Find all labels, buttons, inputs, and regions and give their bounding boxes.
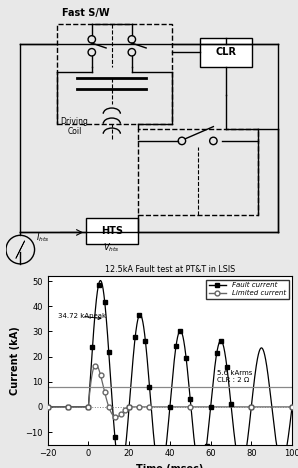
Text: HTS: HTS — [101, 226, 123, 236]
Y-axis label: Current (kA): Current (kA) — [10, 326, 20, 395]
Text: $I_{hts}$: $I_{hts}$ — [36, 232, 50, 244]
Text: 5.6 kArms
CLR : 2 Ω: 5.6 kArms CLR : 2 Ω — [217, 370, 252, 383]
X-axis label: Time (msec): Time (msec) — [136, 464, 204, 468]
Text: Driving
Coil: Driving Coil — [61, 117, 89, 136]
Text: Fast S/W: Fast S/W — [62, 8, 110, 18]
Bar — [201, 38, 252, 66]
Bar — [86, 218, 138, 244]
Text: 34.72 kApeak: 34.72 kApeak — [58, 314, 106, 320]
Title: 12.5kA Fault test at PT&T in LSIS: 12.5kA Fault test at PT&T in LSIS — [105, 265, 235, 274]
Text: CLR: CLR — [216, 47, 237, 57]
Legend: Fault current, Limited current: Fault current, Limited current — [206, 279, 288, 299]
Text: $V_{hts}$: $V_{hts}$ — [103, 242, 120, 255]
